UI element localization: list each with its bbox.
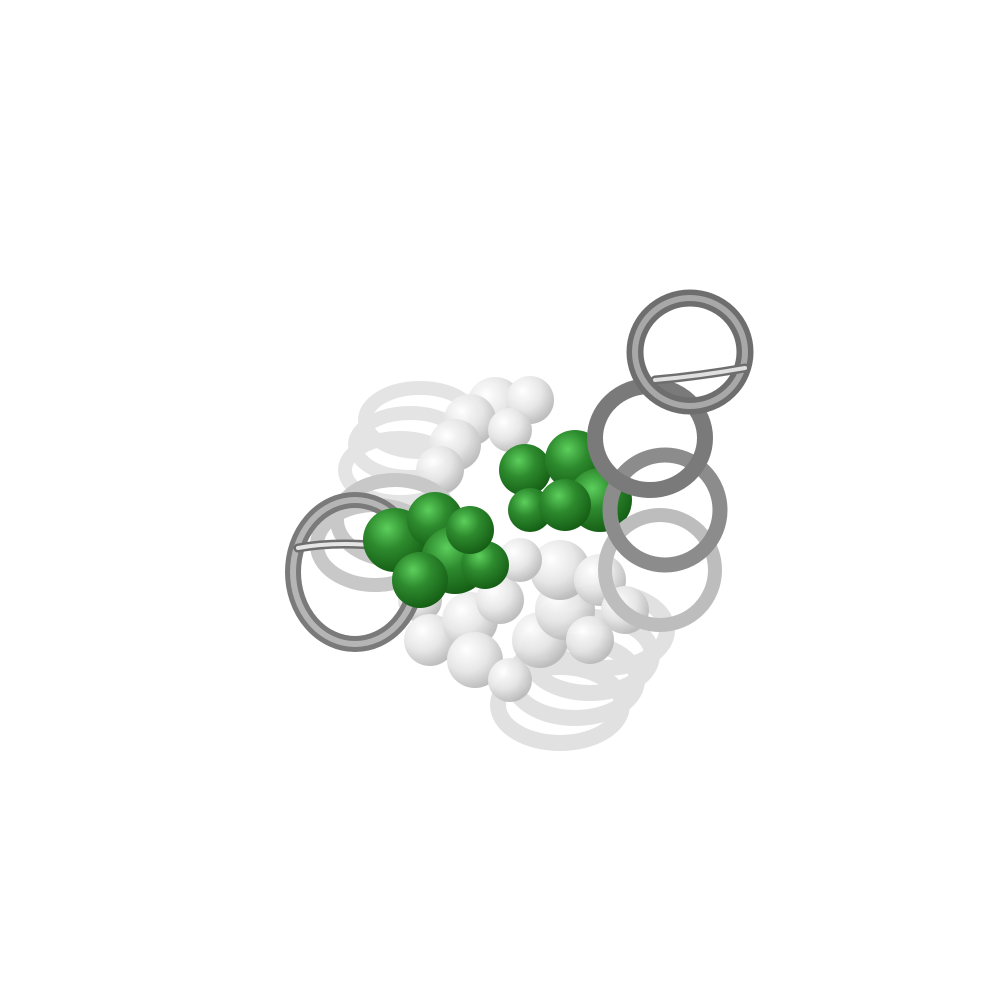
green-atom-spheres-left	[363, 492, 509, 608]
light-atom-spheres	[398, 376, 649, 702]
right-helix-ribbon	[587, 289, 754, 632]
